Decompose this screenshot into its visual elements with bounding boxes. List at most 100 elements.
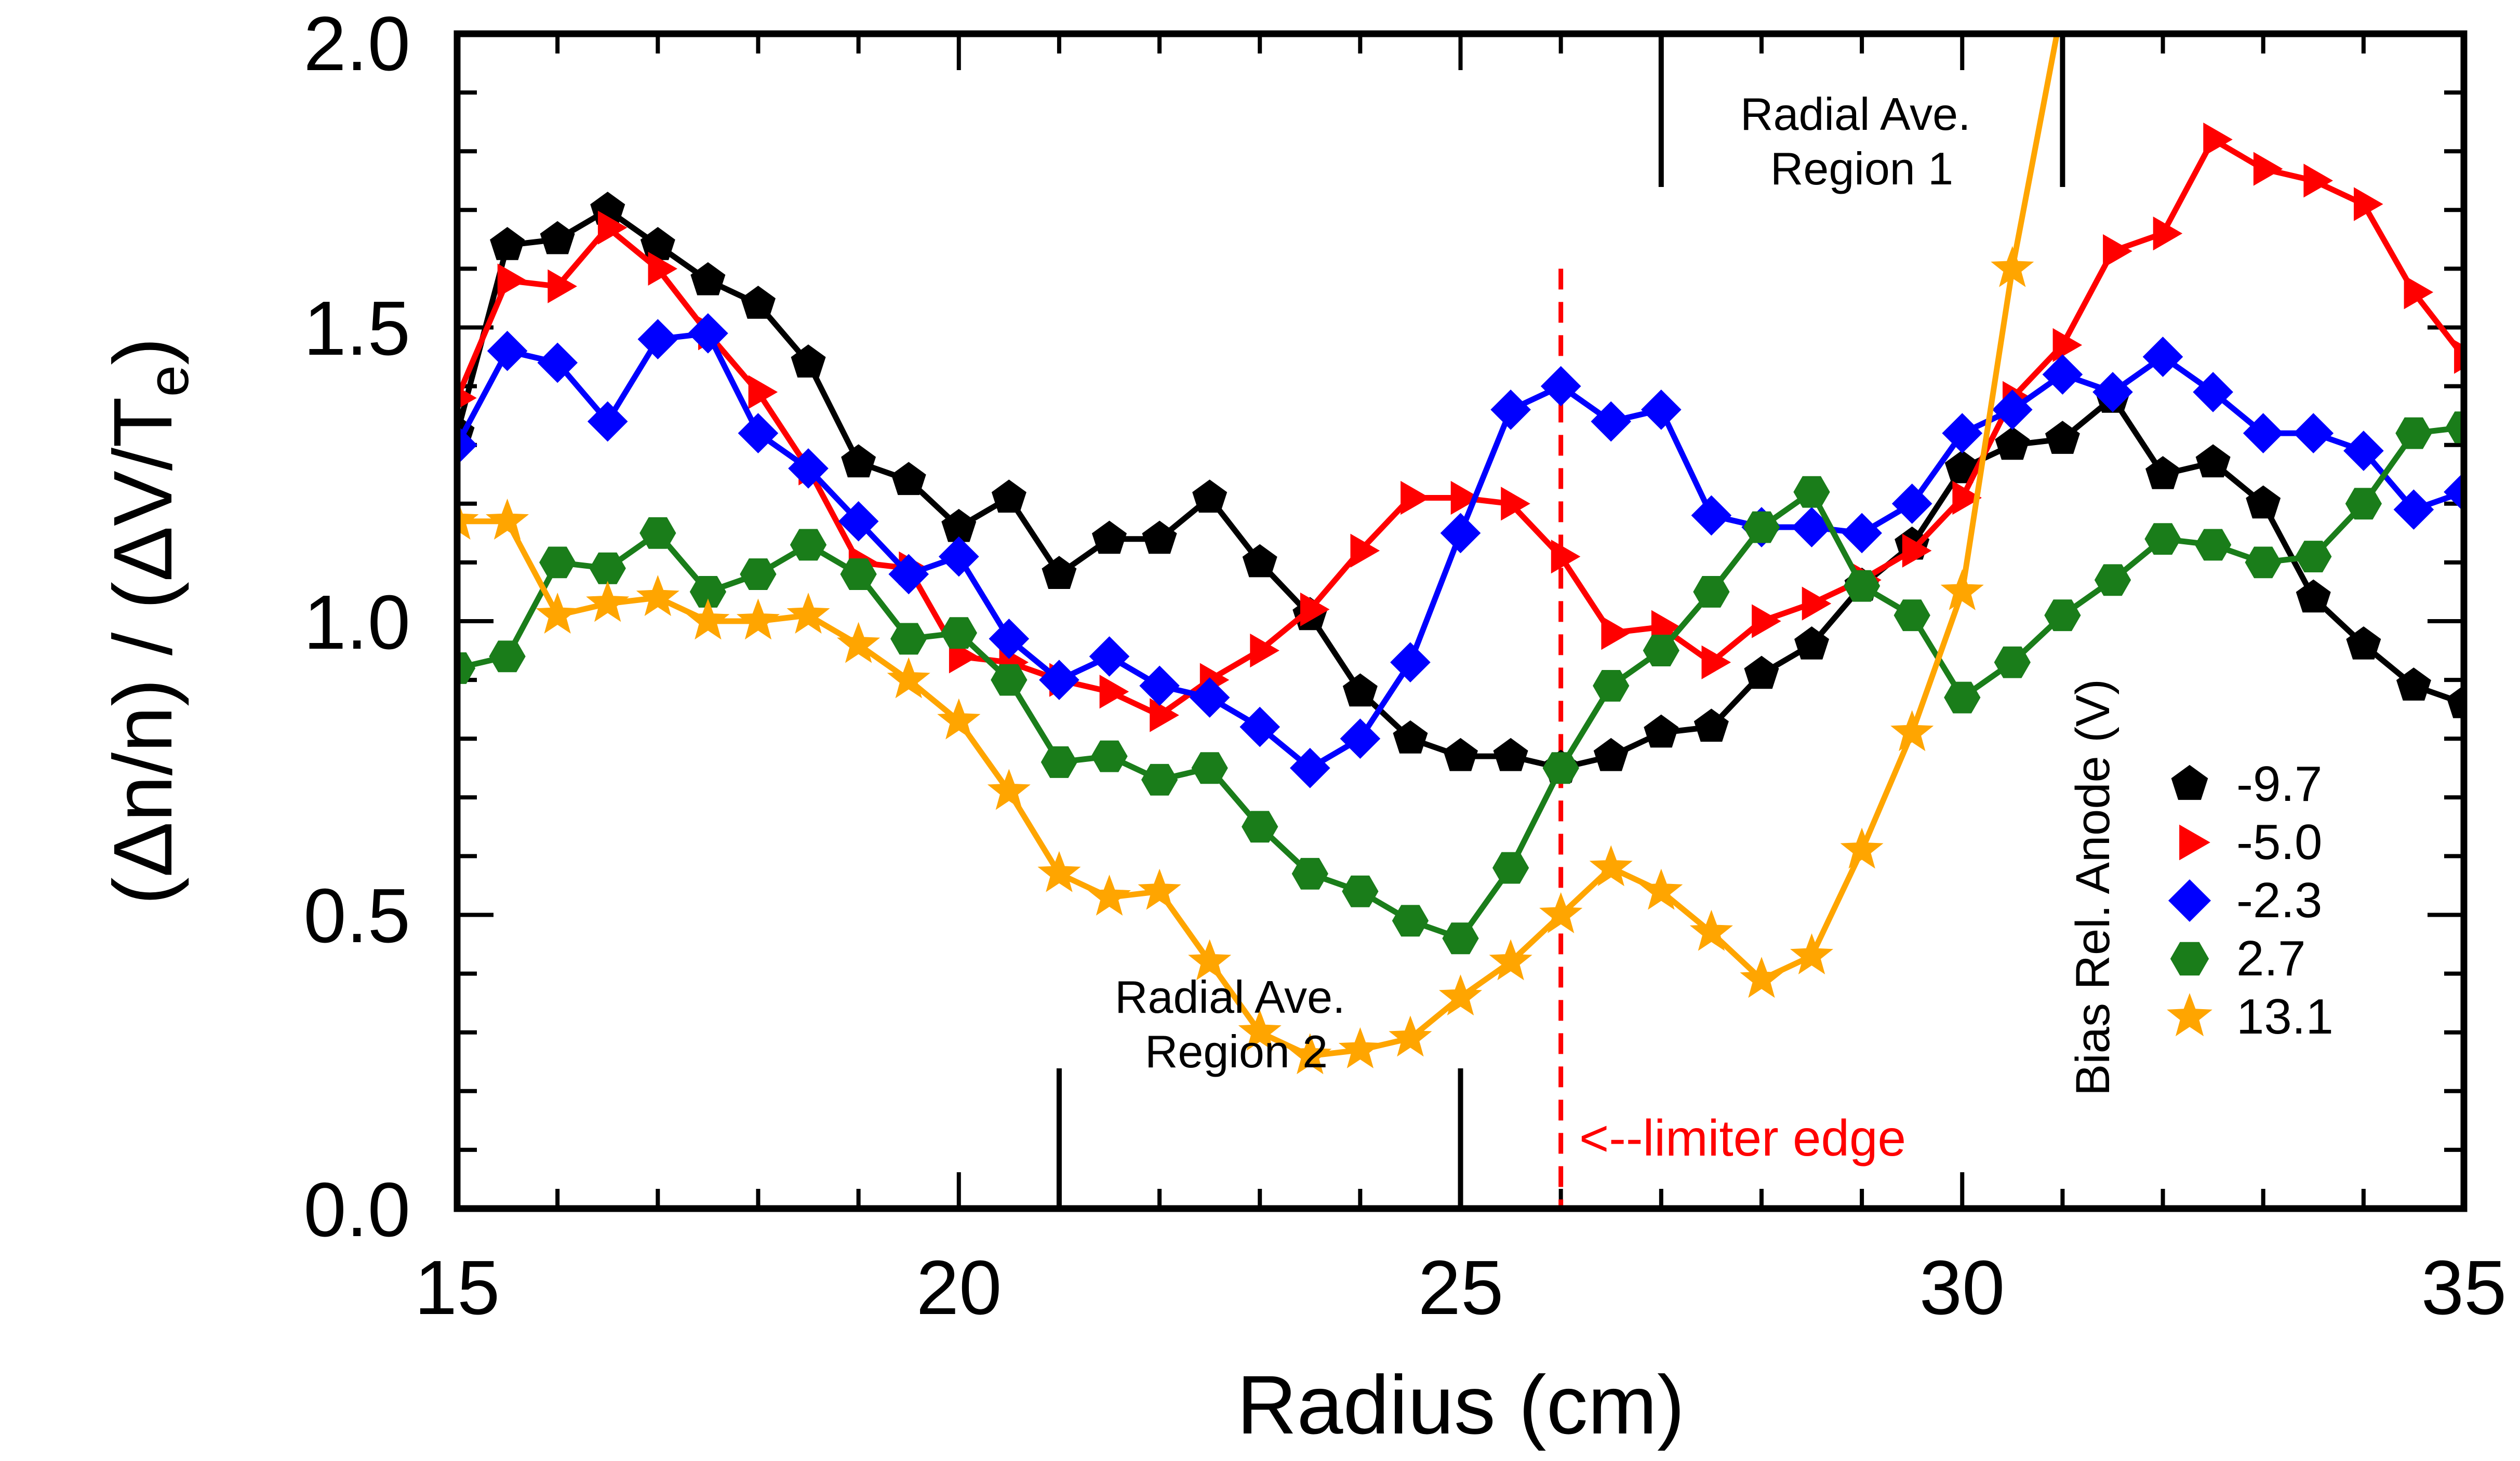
data-point: [937, 698, 981, 740]
data-point: [540, 221, 575, 254]
legend: -9.7-5.0-2.32.713.1: [2167, 756, 2334, 1044]
data-point: [1289, 747, 1330, 788]
data-point: [1392, 905, 1429, 937]
data-point: [457, 499, 479, 540]
data-point: [1042, 556, 1077, 589]
data-point: [1802, 586, 1832, 621]
data-point: [790, 529, 827, 561]
x-tick-labels: 15 20 25 30 35: [415, 1245, 2507, 1331]
y-axis-label: (Δn/n) / (ΔV/Te): [96, 338, 201, 905]
data-point: [1944, 450, 1980, 484]
data-point: [688, 313, 728, 354]
data-point: [1842, 513, 1882, 554]
data-point: [2445, 411, 2464, 444]
data-point: [2045, 421, 2080, 454]
data-point: [1239, 706, 1281, 747]
data-point: [1790, 933, 1834, 975]
data-point: [637, 319, 678, 359]
series-layer: [457, 0, 2464, 1075]
data-point: [887, 657, 930, 699]
data-point: [891, 462, 926, 495]
data-point: [1242, 811, 1278, 843]
data-point: [1438, 974, 1483, 1016]
data-point: [748, 375, 778, 409]
data-point: [1291, 857, 1328, 890]
data-point: [1540, 366, 1581, 407]
x-tick-label: 35: [2421, 1245, 2507, 1331]
limiter-edge-annotation: <--limiter edge: [1579, 1109, 1906, 1167]
series-3: [457, 313, 2464, 788]
data-point: [1338, 1027, 1382, 1068]
legend-marker: [2170, 942, 2209, 976]
data-point: [1591, 401, 1632, 442]
data-point: [1489, 939, 1532, 981]
data-point: [2395, 417, 2432, 449]
data-point: [890, 623, 927, 655]
data-point: [2446, 685, 2464, 718]
data-point: [1350, 533, 1380, 568]
data-point: [2052, 328, 2083, 363]
data-point: [1894, 599, 1930, 632]
legend-item: 13.1: [2167, 989, 2334, 1044]
data-point: [1891, 483, 1932, 524]
data-point: [536, 593, 579, 634]
data-point: [1142, 520, 1177, 554]
data-point: [786, 593, 830, 634]
data-point: [1037, 851, 1081, 892]
data-point: [1242, 544, 1277, 578]
data-point: [2144, 523, 2181, 555]
data-point: [1539, 892, 1583, 933]
data-point: [1250, 633, 1279, 668]
data-point: [888, 554, 929, 595]
y-tick-label: 0.0: [303, 1167, 410, 1253]
data-point: [1643, 635, 1679, 666]
data-point: [1542, 752, 1579, 784]
data-point: [1644, 714, 1679, 748]
data-point: [2346, 626, 2381, 660]
data-point: [1794, 626, 1830, 660]
data-point: [1150, 698, 1179, 732]
series-4: [457, 411, 2464, 955]
data-point: [639, 517, 676, 549]
data-point: [640, 226, 675, 260]
data-point: [2145, 456, 2181, 489]
data-point: [1191, 752, 1228, 784]
data-point: [1890, 710, 1934, 752]
data-point: [1689, 909, 1733, 951]
data-point: [1641, 389, 1682, 430]
y-axis-label-main: (Δn/n) / (ΔV/T: [96, 397, 189, 905]
data-point: [648, 251, 677, 286]
data-point: [1141, 763, 1178, 796]
y-tick-label: 2.0: [303, 1, 410, 87]
data-point: [1389, 1015, 1432, 1057]
data-point: [991, 664, 1028, 696]
legend-marker: [2167, 993, 2212, 1037]
data-point: [2142, 337, 2183, 377]
data-point: [486, 499, 529, 540]
data-point: [1440, 513, 1481, 554]
data-point: [1740, 957, 1783, 998]
y-tick-label: 0.5: [303, 873, 410, 959]
data-point: [2354, 187, 2383, 221]
data-point: [1492, 852, 1529, 884]
data-point: [736, 598, 780, 640]
data-point: [2043, 0, 2083, 22]
legend-item: -9.7: [2171, 756, 2322, 812]
data-point: [938, 536, 979, 577]
data-point: [487, 330, 528, 371]
data-point: [1490, 389, 1531, 430]
data-point: [2194, 529, 2232, 561]
x-axis-label: Radius (cm): [1237, 1358, 1685, 1451]
data-point: [1593, 670, 1630, 702]
data-point: [597, 210, 628, 245]
data-point: [840, 558, 877, 590]
legend-label: -9.7: [2236, 756, 2322, 812]
x-tick-label: 20: [916, 1245, 1002, 1331]
data-point: [2393, 489, 2434, 530]
data-point: [1138, 868, 1181, 910]
data-point: [1401, 480, 1430, 515]
legend-label: -5.0: [2236, 814, 2322, 870]
data-point: [1991, 246, 2034, 287]
data-point: [2454, 340, 2464, 374]
